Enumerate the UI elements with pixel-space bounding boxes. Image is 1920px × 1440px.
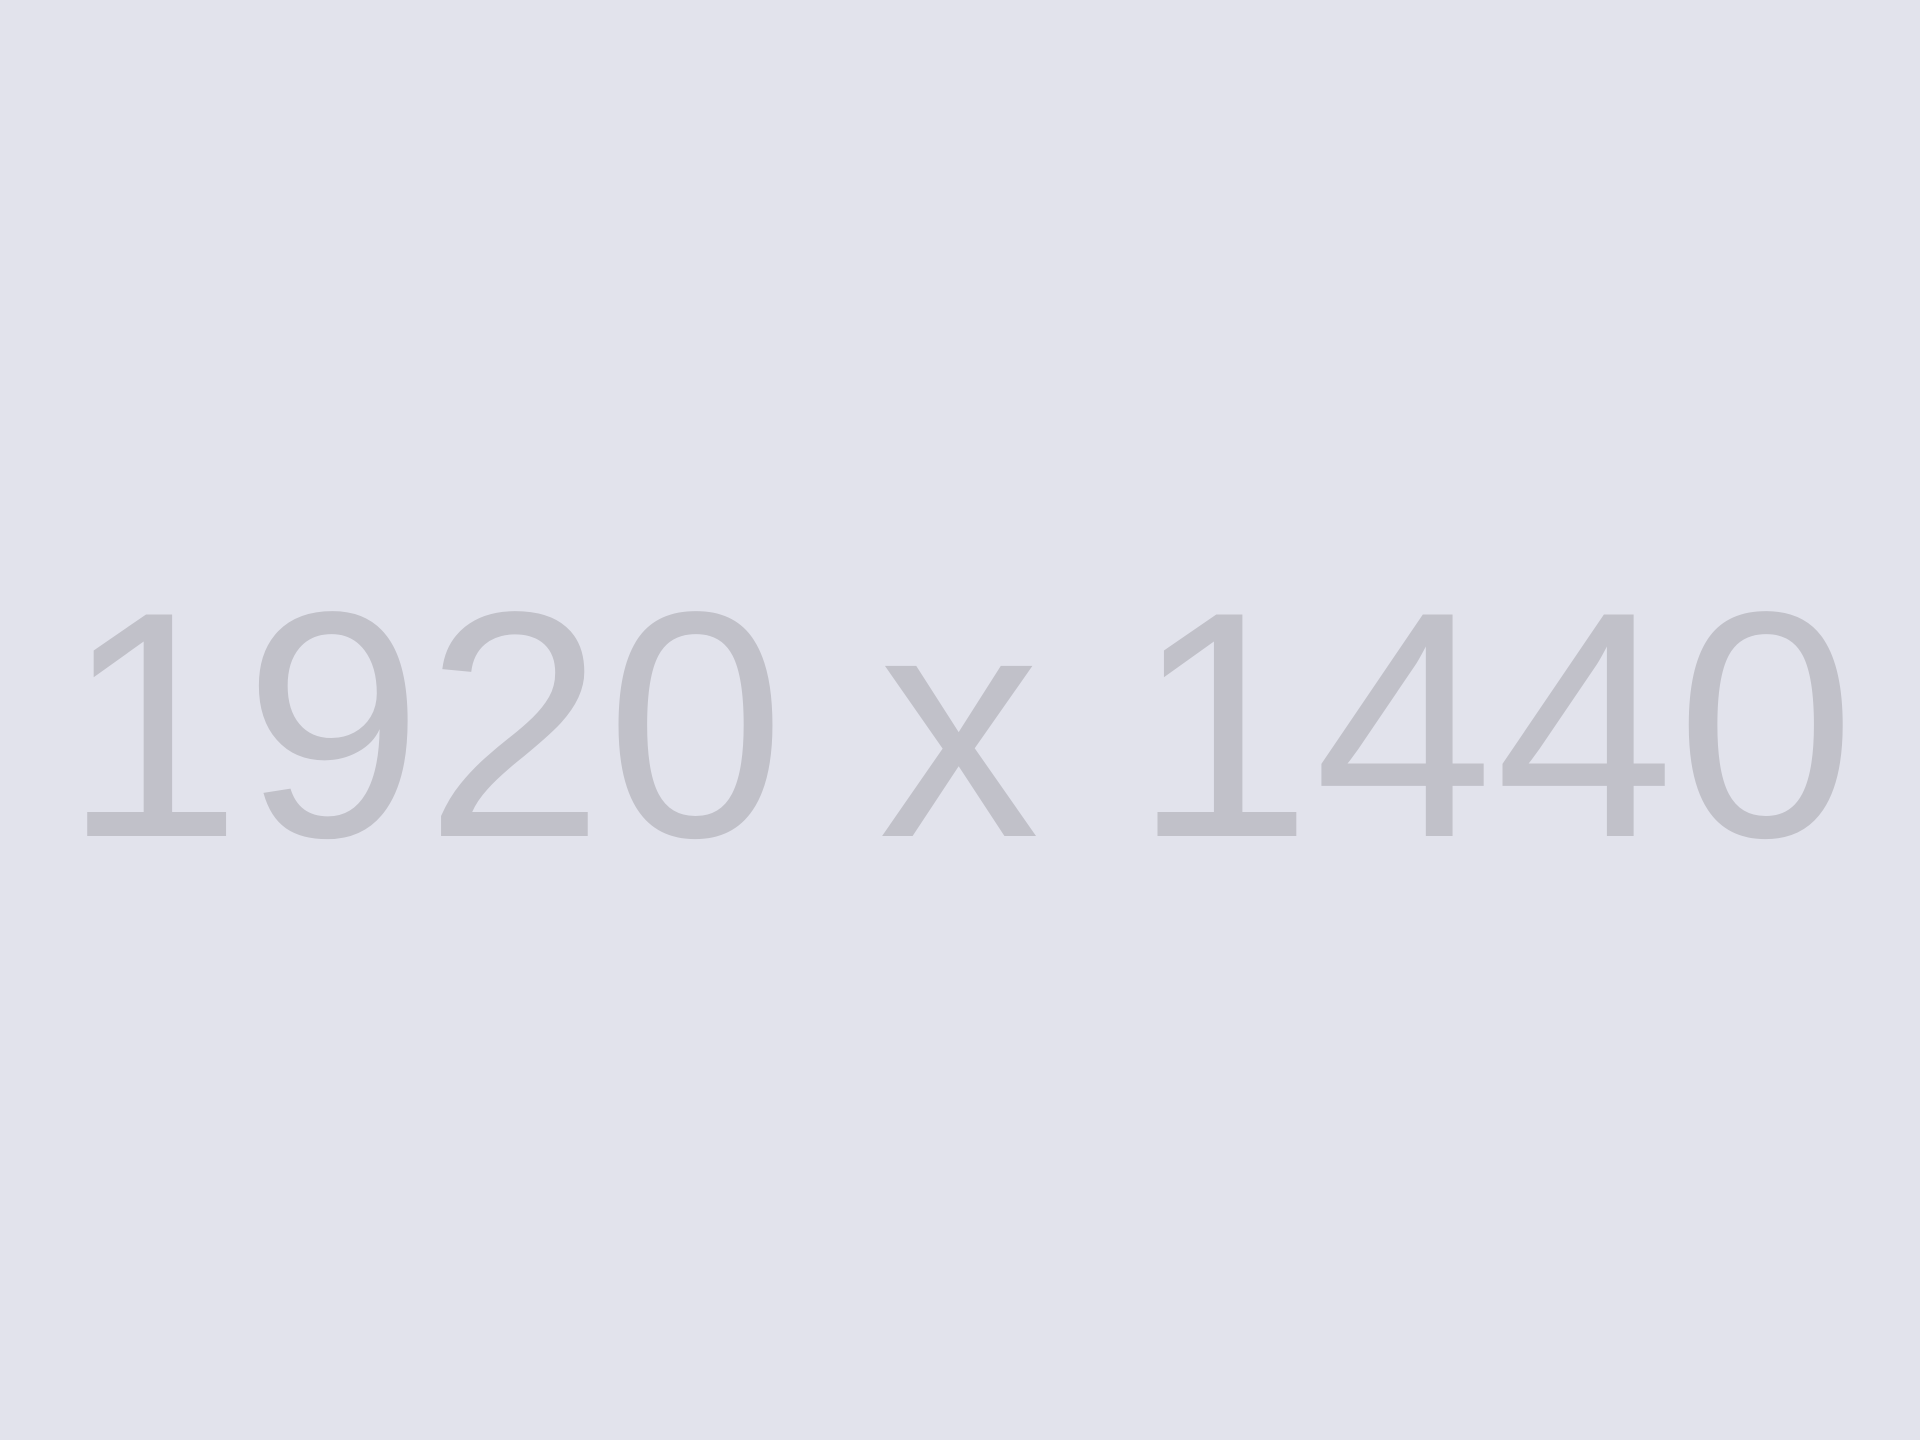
dimensions-label: 1920 x 1440 <box>62 546 1858 905</box>
